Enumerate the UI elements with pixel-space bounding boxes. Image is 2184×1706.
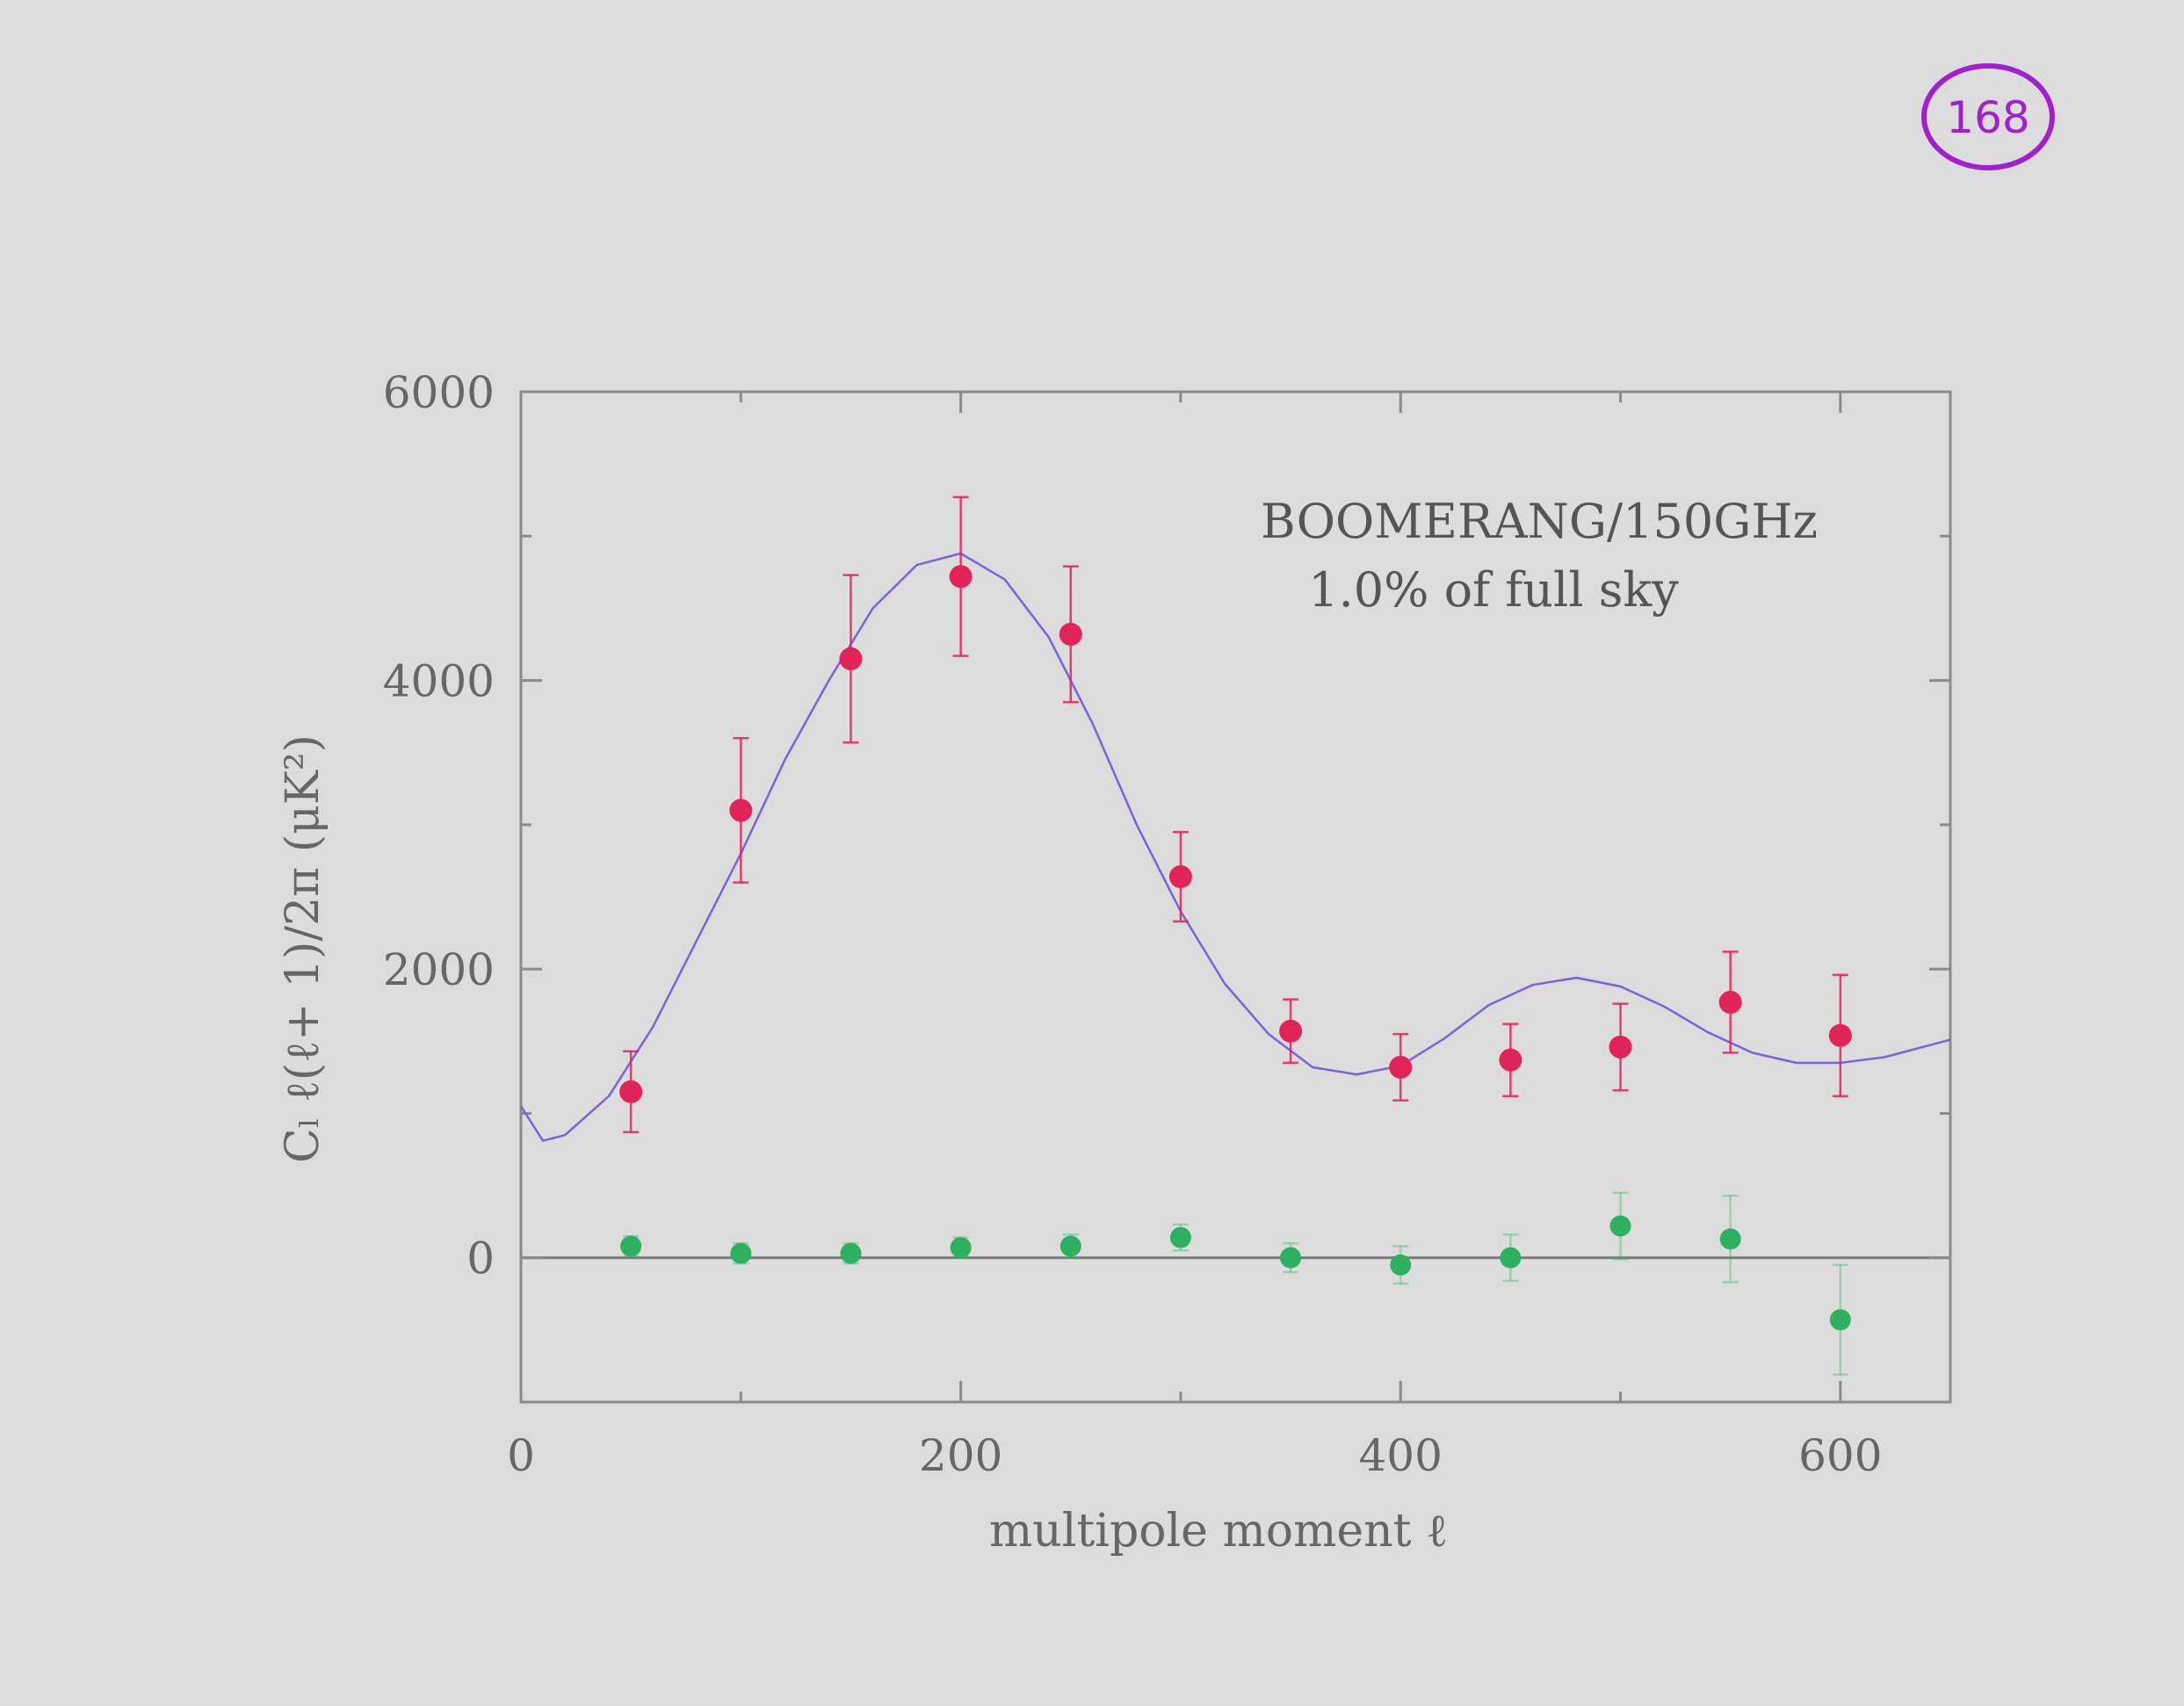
page-number: 168 — [1946, 92, 2029, 143]
x-tick-label: 0 — [507, 1430, 535, 1481]
y-tick-label: 4000 — [383, 656, 495, 707]
tick-marks — [519, 390, 1950, 1404]
total-data-point — [1279, 1019, 1303, 1043]
difference-data-point — [1609, 1215, 1631, 1237]
x-tick-label: 200 — [919, 1430, 1002, 1481]
difference-data-point — [1390, 1254, 1412, 1276]
total-data-point — [1499, 1048, 1522, 1072]
total-data-point — [839, 647, 863, 670]
annotation-line-2: 1.0% of full sky — [1308, 562, 1679, 618]
total-data-point — [1389, 1055, 1413, 1079]
y-axis-title: Cₗ ℓ(ℓ+ 1)/2π (μK²) — [277, 734, 329, 1163]
difference-data-point — [840, 1242, 862, 1264]
total-data-point — [1609, 1035, 1632, 1059]
difference-data-point — [1169, 1226, 1191, 1248]
difference-data-point — [1059, 1235, 1081, 1257]
total-data-point — [1059, 623, 1082, 646]
annotation-line-1: BOOMERANG/150GHz — [1261, 494, 1818, 549]
y-tick-label: 6000 — [383, 367, 495, 418]
difference-data-point — [950, 1237, 972, 1259]
page-number-stamp: 168 — [1921, 63, 2055, 170]
total-data-point — [729, 799, 753, 822]
model-curve — [519, 552, 1951, 1142]
y-tick-label: 0 — [466, 1233, 495, 1284]
difference-data-point — [1829, 1309, 1851, 1331]
difference-data-point — [1719, 1228, 1741, 1250]
difference-data-point — [730, 1242, 752, 1264]
total-data-point — [1828, 1023, 1852, 1047]
plot-frame — [519, 390, 1952, 1404]
plot-border — [519, 390, 1952, 1404]
series-layer — [519, 495, 1951, 1377]
difference-data-point — [1500, 1247, 1522, 1269]
x-axis-title: multipole moment ℓ — [989, 1505, 1448, 1558]
x-tick-label: 400 — [1359, 1430, 1443, 1481]
difference-data-point — [1280, 1247, 1302, 1269]
total-data-point — [619, 1080, 643, 1103]
total-data-point — [949, 565, 973, 589]
x-tick-label: 600 — [1798, 1430, 1882, 1481]
total-data-point — [1168, 865, 1192, 888]
total-data-point — [1718, 990, 1742, 1014]
difference-data-point — [620, 1235, 642, 1257]
y-tick-label: 2000 — [383, 944, 495, 995]
